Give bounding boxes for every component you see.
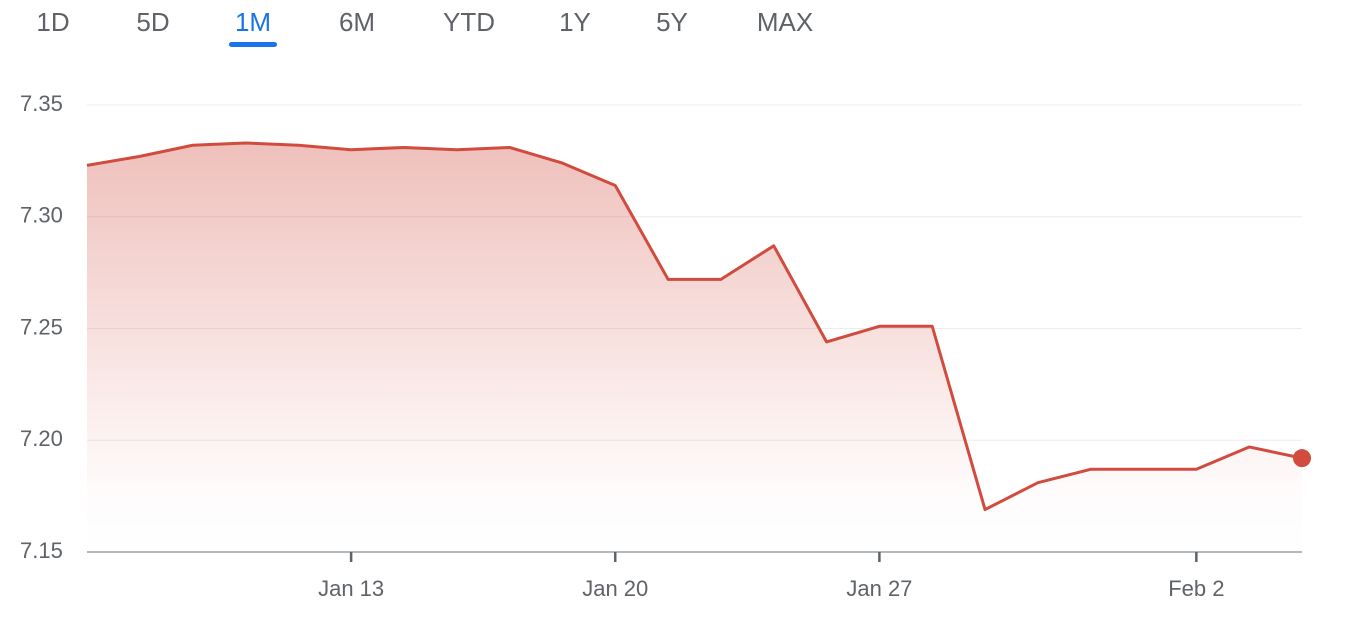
y-tick-label: 7.20	[20, 426, 63, 451]
last-point	[1293, 449, 1311, 468]
y-tick-label: 7.35	[20, 91, 63, 116]
area-fill	[87, 142, 1302, 552]
range-tab[interactable]: 6M	[339, 7, 375, 37]
price-line	[86, 141, 1303, 512]
range-tab[interactable]: 5D	[136, 7, 169, 37]
range-tab[interactable]: 1M	[235, 7, 271, 37]
range-tab[interactable]: YTD	[443, 7, 495, 37]
range-tab[interactable]: 5Y	[656, 7, 688, 37]
range-tab[interactable]: 1Y	[559, 7, 591, 37]
y-tick-label: 7.25	[20, 314, 63, 339]
range-tab[interactable]: 1D	[36, 7, 69, 37]
y-tick-label: 7.30	[20, 203, 63, 228]
x-tick-label: Feb 2	[1168, 576, 1224, 601]
range-tab[interactable]: MAX	[757, 7, 813, 37]
x-tick-label: Jan 20	[582, 576, 648, 601]
y-tick-label: 7.15	[20, 538, 63, 563]
x-tick-label: Jan 27	[846, 576, 912, 601]
tab-underline	[229, 42, 277, 47]
x-tick-label: Jan 13	[318, 576, 384, 601]
